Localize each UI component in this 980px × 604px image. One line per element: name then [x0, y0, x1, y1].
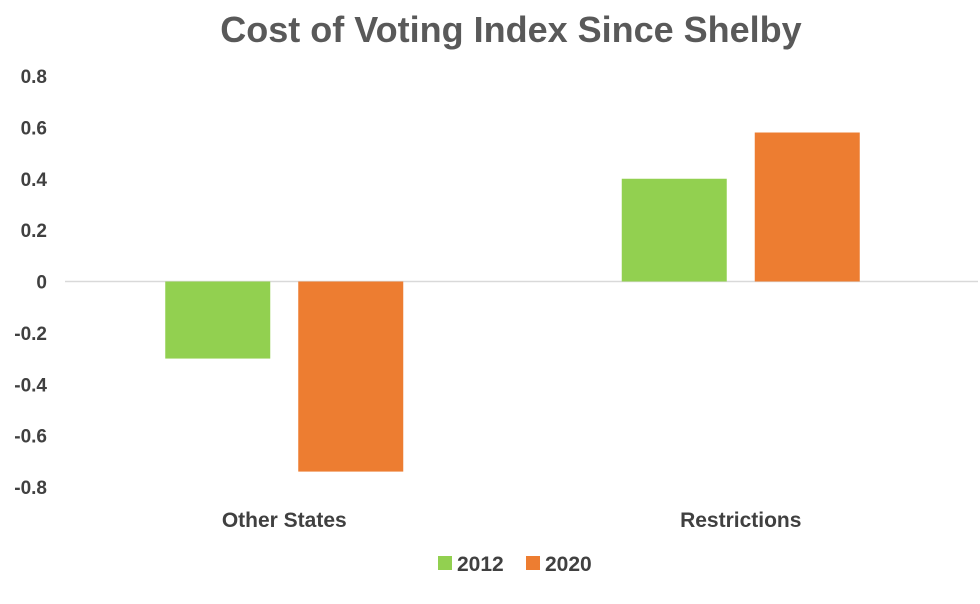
y-tick-label: 0.4	[21, 170, 48, 191]
bars	[165, 132, 860, 472]
y-tick-label: 0	[36, 273, 47, 294]
x-category-label: Other States	[222, 509, 347, 532]
legend-swatch-2012	[438, 556, 452, 570]
category-labels: Other States Restrictions	[222, 509, 802, 532]
bar-2012-restrictions	[621, 178, 727, 282]
y-tick-label: 0.6	[21, 118, 47, 139]
legend-swatch-2020	[526, 556, 540, 570]
bar-2020-restrictions	[754, 132, 860, 282]
y-tick-label: -0.8	[14, 478, 47, 499]
bar-2020-other-states	[298, 281, 404, 472]
y-tick-label: -0.6	[14, 427, 47, 448]
legend-label-2012: 2012	[457, 553, 504, 576]
bar-2012-other-states	[165, 281, 271, 359]
y-tick-label: 0.8	[21, 67, 47, 88]
y-tick-label: 0.2	[21, 221, 47, 242]
y-tick-label: -0.4	[14, 375, 47, 396]
legend-label-2020: 2020	[545, 553, 592, 576]
y-tick-label: -0.2	[14, 324, 47, 345]
legend: 2012 2020	[438, 553, 592, 576]
x-category-label: Restrictions	[680, 509, 801, 532]
chart-title: Cost of Voting Index Since Shelby	[220, 9, 801, 50]
y-axis: 0.8 0.6 0.4 0.2 0 -0.2 -0.4 -0.6 -0.8	[14, 67, 47, 499]
